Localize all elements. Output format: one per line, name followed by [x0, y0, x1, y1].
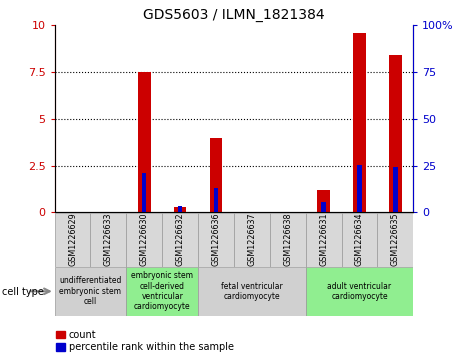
- Text: GSM1226634: GSM1226634: [355, 212, 364, 266]
- Text: GSM1226637: GSM1226637: [247, 212, 257, 266]
- Bar: [389, 55, 401, 212]
- Text: adult ventricular
cardiomyocyte: adult ventricular cardiomyocyte: [327, 282, 391, 301]
- Bar: [162, 213, 198, 267]
- Title: GDS5603 / ILMN_1821384: GDS5603 / ILMN_1821384: [143, 8, 325, 22]
- Bar: [55, 267, 126, 316]
- Bar: [214, 188, 218, 212]
- Bar: [306, 267, 413, 316]
- Bar: [198, 213, 234, 267]
- Text: embryonic stem
cell-derived
ventricular
cardiomyocyte: embryonic stem cell-derived ventricular …: [131, 271, 193, 311]
- Legend: count, percentile rank within the sample: count, percentile rank within the sample: [52, 326, 238, 356]
- Bar: [353, 33, 366, 212]
- Text: GSM1226631: GSM1226631: [319, 212, 328, 266]
- Text: GSM1226630: GSM1226630: [140, 212, 149, 266]
- Text: GSM1226632: GSM1226632: [176, 212, 185, 266]
- Bar: [342, 213, 378, 267]
- Text: GSM1226638: GSM1226638: [283, 212, 292, 266]
- Bar: [138, 72, 151, 212]
- Text: cell type: cell type: [2, 287, 44, 297]
- Bar: [174, 207, 186, 212]
- Bar: [142, 173, 146, 212]
- Bar: [317, 190, 330, 212]
- Bar: [126, 213, 162, 267]
- Bar: [322, 202, 326, 212]
- Text: GSM1226635: GSM1226635: [391, 212, 400, 266]
- Text: GSM1226629: GSM1226629: [68, 212, 77, 266]
- Bar: [178, 206, 182, 212]
- Bar: [234, 213, 270, 267]
- Bar: [198, 267, 306, 316]
- Bar: [270, 213, 306, 267]
- Bar: [210, 138, 222, 212]
- Text: GSM1226633: GSM1226633: [104, 212, 113, 266]
- Bar: [91, 213, 126, 267]
- Bar: [126, 267, 198, 316]
- Bar: [378, 213, 413, 267]
- Bar: [393, 167, 398, 212]
- Bar: [357, 165, 361, 212]
- Text: GSM1226636: GSM1226636: [211, 212, 220, 266]
- Text: undifferentiated
embryonic stem
cell: undifferentiated embryonic stem cell: [59, 276, 122, 306]
- Bar: [55, 213, 91, 267]
- Bar: [306, 213, 342, 267]
- Text: fetal ventricular
cardiomyocyte: fetal ventricular cardiomyocyte: [221, 282, 283, 301]
